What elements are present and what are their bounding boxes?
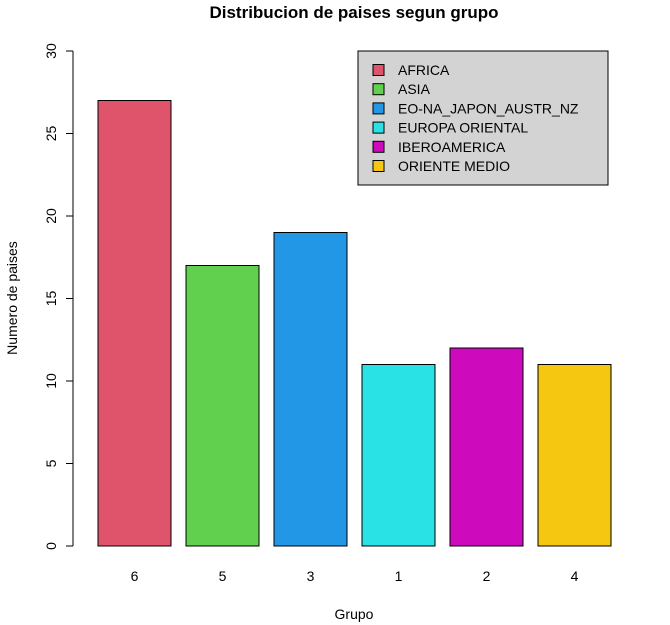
legend-label: IBEROAMERICA bbox=[398, 139, 506, 155]
legend-swatch bbox=[372, 121, 385, 134]
y-axis: 0 5 10 15 20 25 30 bbox=[43, 43, 74, 550]
legend-label: ORIENTE MEDIO bbox=[398, 158, 510, 174]
legend-swatch bbox=[372, 102, 385, 115]
legend-swatch bbox=[372, 64, 385, 76]
legend-swatch bbox=[372, 160, 385, 172]
y-axis-label: Numero de paises bbox=[4, 241, 20, 355]
chart-title: Distribucion de paises segun grupo bbox=[209, 3, 498, 22]
x-axis-label: Grupo bbox=[335, 606, 374, 622]
y-tick-label: 10 bbox=[43, 373, 59, 389]
bar bbox=[361, 364, 436, 547]
x-tick-label: 4 bbox=[571, 568, 579, 584]
y-tick-label: 25 bbox=[43, 126, 59, 142]
x-tick-label: 5 bbox=[219, 568, 227, 584]
y-tick-label: 20 bbox=[43, 208, 59, 224]
legend-label: ASIA bbox=[398, 81, 431, 97]
legend-label: AFRICA bbox=[398, 62, 450, 78]
x-tick-label: 6 bbox=[131, 568, 139, 584]
legend-swatch bbox=[372, 83, 385, 96]
bars-group bbox=[97, 100, 612, 547]
bar bbox=[449, 347, 524, 547]
bar bbox=[537, 364, 612, 547]
legend: AFRICA ASIA EO-NA_JAPON_AUSTR_NZ EUROPA ORI… bbox=[357, 50, 609, 186]
legend-box bbox=[357, 50, 609, 186]
bar bbox=[273, 232, 348, 547]
x-axis-tick-labels: 6 5 3 1 2 4 bbox=[131, 568, 579, 584]
legend-label: EUROPA ORIENTAL bbox=[398, 120, 528, 136]
bar bbox=[185, 265, 260, 547]
legend-label: EO-NA_JAPON_AUSTR_NZ bbox=[398, 100, 579, 116]
x-tick-label: 3 bbox=[307, 568, 315, 584]
x-tick-label: 1 bbox=[395, 568, 403, 584]
y-tick-label: 30 bbox=[43, 43, 59, 59]
x-tick-label: 2 bbox=[483, 568, 491, 584]
legend-swatch bbox=[372, 140, 385, 153]
y-tick-label: 0 bbox=[43, 542, 59, 550]
y-tick-label: 15 bbox=[43, 291, 59, 307]
bar bbox=[97, 100, 172, 547]
y-tick-label: 5 bbox=[43, 459, 59, 467]
